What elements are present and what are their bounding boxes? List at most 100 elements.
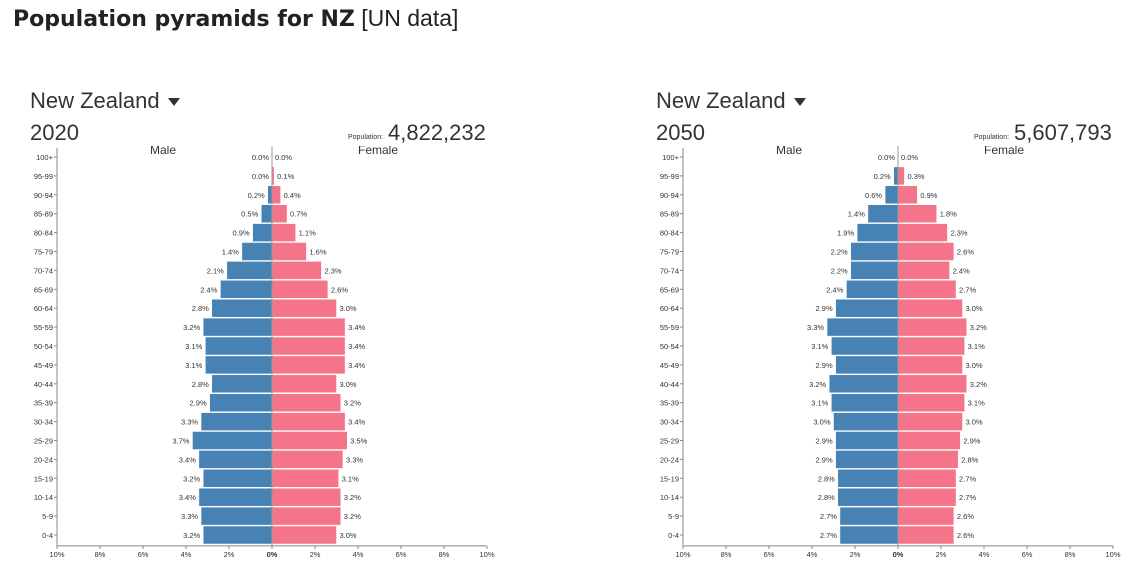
- x-tick-label: 6%: [138, 550, 149, 559]
- age-group-label: 50-54: [34, 342, 53, 351]
- female-value-label: 0.0%: [901, 153, 918, 162]
- male-value-label: 2.8%: [818, 474, 835, 483]
- female-bar: [271, 355, 346, 375]
- age-group-label: 70-74: [660, 266, 679, 275]
- male-bar: [200, 506, 273, 526]
- male-value-label: 1.9%: [837, 229, 854, 238]
- age-group-label: 65-69: [34, 285, 53, 294]
- age-group-label: 0-4: [42, 531, 53, 540]
- female-value-label: 3.4%: [348, 323, 365, 332]
- female-value-label: 1.6%: [309, 248, 326, 257]
- x-tick-label: 10%: [1105, 550, 1120, 559]
- age-group-label: 100+: [662, 153, 680, 162]
- female-value-label: 3.2%: [344, 493, 361, 502]
- male-value-label: 2.7%: [820, 512, 837, 521]
- female-bar: [271, 336, 346, 356]
- male-bar: [884, 185, 899, 205]
- x-tick-label: 8%: [1065, 550, 1076, 559]
- female-value-label: 2.3%: [324, 266, 341, 275]
- female-value-label: 2.6%: [331, 285, 348, 294]
- page-title: Population pyramids for NZ [UN data]: [13, 5, 458, 32]
- age-group-label: 30-34: [34, 418, 53, 427]
- female-bar: [271, 185, 281, 205]
- female-value-label: 3.4%: [348, 418, 365, 427]
- age-group-label: 95-99: [34, 172, 53, 181]
- female-value-label: 2.7%: [959, 285, 976, 294]
- age-group-label: 10-14: [660, 493, 679, 502]
- male-bar: [831, 336, 899, 356]
- female-value-label: 3.2%: [344, 399, 361, 408]
- age-group-label: 40-44: [660, 380, 679, 389]
- male-value-label: 2.4%: [200, 285, 217, 294]
- title-suffix: [UN data]: [361, 5, 459, 31]
- female-value-label: 3.3%: [346, 455, 363, 464]
- age-group-label: 90-94: [34, 191, 53, 200]
- x-tick-label: 0%: [893, 550, 904, 559]
- male-bar: [220, 280, 273, 299]
- x-tick-label: 6%: [764, 550, 775, 559]
- age-group-label: 40-44: [34, 380, 53, 389]
- dropdown-caret-icon[interactable]: [793, 98, 806, 107]
- age-group-label: 20-24: [34, 455, 53, 464]
- male-label: Male: [150, 146, 176, 157]
- year-label: 2050: [656, 120, 705, 145]
- male-value-label: 2.8%: [192, 304, 209, 313]
- age-group-label: 45-49: [660, 361, 679, 370]
- female-value-label: 3.0%: [340, 304, 357, 313]
- male-bar: [835, 298, 899, 318]
- female-bar: [897, 261, 950, 280]
- age-group-label: 100+: [36, 153, 54, 162]
- male-bar: [828, 374, 899, 394]
- male-value-label: 0.0%: [252, 172, 269, 181]
- age-group-label: 75-79: [660, 248, 679, 257]
- female-bar: [897, 487, 957, 507]
- male-bar: [261, 204, 273, 223]
- age-group-label: 0-4: [668, 531, 679, 540]
- female-value-label: 2.6%: [957, 531, 974, 540]
- age-group-label: 65-69: [660, 285, 679, 294]
- female-bar: [897, 469, 957, 488]
- population-label: Population:: [974, 134, 1010, 141]
- x-tick-label: 4%: [353, 550, 364, 559]
- country-selector[interactable]: New Zealand: [30, 88, 180, 114]
- female-value-label: 3.0%: [966, 361, 983, 370]
- female-bar: [271, 525, 337, 545]
- female-bar: [897, 204, 937, 223]
- dropdown-caret-icon[interactable]: [167, 98, 180, 107]
- female-bar: [897, 166, 905, 186]
- female-value-label: 0.7%: [290, 210, 307, 219]
- x-tick-label: 10%: [49, 550, 64, 559]
- female-value-label: 3.4%: [348, 342, 365, 351]
- pyramid-panel-2020: New Zealand 2020 Population: 4,822,232 M…: [30, 86, 500, 566]
- pyramid-panel-2050: New Zealand 2050 Population: 5,607,793 M…: [656, 86, 1126, 566]
- male-value-label: 2.9%: [816, 455, 833, 464]
- male-value-label: 0.5%: [241, 210, 258, 219]
- age-group-label: 30-34: [660, 418, 679, 427]
- country-selector[interactable]: New Zealand: [656, 88, 806, 114]
- age-group-label: 90-94: [660, 191, 679, 200]
- male-bar: [856, 223, 899, 242]
- female-value-label: 3.2%: [344, 512, 361, 521]
- age-group-label: 35-39: [34, 399, 53, 408]
- male-bar: [241, 242, 273, 261]
- female-value-label: 3.1%: [968, 399, 985, 408]
- x-tick-label: 8%: [95, 550, 106, 559]
- male-value-label: 1.4%: [848, 210, 865, 219]
- male-value-label: 3.4%: [179, 493, 196, 502]
- male-bar: [200, 412, 273, 431]
- male-value-label: 0.6%: [865, 191, 882, 200]
- male-value-label: 2.1%: [207, 266, 224, 275]
- male-bar: [209, 393, 273, 412]
- male-bar: [205, 336, 273, 356]
- female-bar: [271, 204, 288, 223]
- male-value-label: 0.0%: [878, 153, 895, 162]
- x-tick-label: 0%: [267, 550, 278, 559]
- female-bar: [271, 487, 342, 507]
- female-value-label: 0.4%: [284, 191, 301, 200]
- male-value-label: 3.7%: [172, 437, 189, 446]
- x-tick-label: 6%: [1022, 550, 1033, 559]
- female-bar: [271, 412, 346, 431]
- male-value-label: 3.1%: [811, 342, 828, 351]
- female-value-label: 3.0%: [340, 531, 357, 540]
- male-bar: [202, 317, 273, 337]
